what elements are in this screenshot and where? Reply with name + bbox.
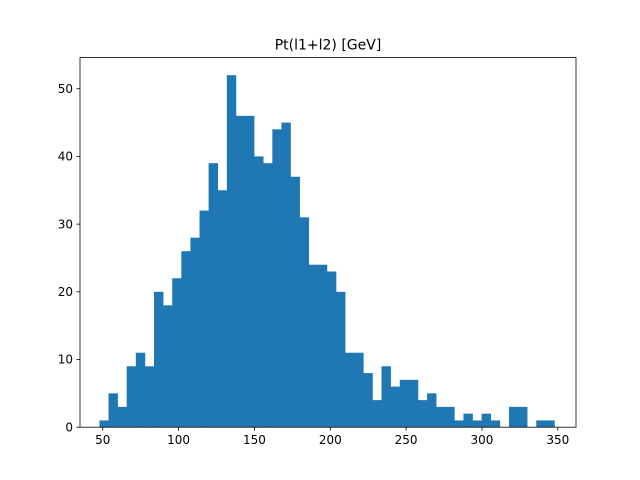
histogram-bar [272, 129, 282, 428]
x-tick-label: 250 [395, 433, 418, 447]
histogram-bar [518, 406, 528, 428]
histogram-bar [163, 305, 173, 428]
y-axis: 0 10 20 30 40 50 [58, 82, 80, 434]
histogram-bar [454, 420, 464, 428]
histogram-bar [263, 163, 273, 428]
histogram-bar [417, 400, 428, 428]
histogram-bar [208, 163, 219, 428]
histogram-bar [290, 176, 300, 428]
histogram-bar [99, 420, 109, 428]
histogram-bar [235, 115, 246, 428]
histogram-bar [381, 366, 391, 428]
histogram-bar [126, 366, 137, 428]
histogram-bar [427, 393, 437, 428]
y-tick-label: 40 [58, 150, 73, 164]
histogram-bar [117, 406, 128, 428]
histogram-bar [536, 420, 546, 428]
x-tick-label: 150 [243, 433, 266, 447]
histogram-bar [199, 210, 209, 428]
x-tick-label: 100 [167, 433, 190, 447]
histogram-bar [508, 406, 519, 428]
x-tick-label: 200 [319, 433, 342, 447]
y-tick-label: 0 [65, 420, 73, 434]
histogram-bar [481, 413, 492, 428]
histogram-bar [372, 400, 382, 428]
histogram-bar [408, 379, 419, 428]
y-tick-label: 30 [58, 217, 73, 231]
histogram-bar [245, 115, 255, 428]
histogram-bar [317, 264, 328, 428]
histogram-bar [354, 352, 364, 428]
histogram-bar [445, 406, 455, 428]
x-tick-label: 350 [546, 433, 569, 447]
histogram-bar [308, 264, 319, 428]
plot-frame [79, 57, 577, 428]
histogram-bar [154, 291, 164, 428]
histogram-bar [144, 366, 155, 428]
x-tick-label: 300 [471, 433, 494, 447]
histogram-bar [181, 251, 191, 428]
histogram-bar [226, 75, 237, 428]
histogram-bar [490, 420, 501, 428]
y-tick-label: 10 [58, 353, 73, 367]
histogram-bars [99, 75, 555, 428]
x-axis: 50 100 150 200 250 300 350 [95, 427, 569, 447]
histogram-bar [254, 156, 264, 428]
histogram-bar [363, 373, 373, 428]
histogram-bar [545, 420, 555, 428]
histogram-bar [281, 122, 291, 428]
histogram-bar [436, 406, 446, 428]
x-tick-label: 50 [95, 433, 110, 447]
histogram-bar [463, 413, 473, 428]
y-tick-label: 50 [58, 82, 73, 96]
histogram-bar [135, 352, 146, 428]
histogram-bar [299, 217, 310, 428]
histogram-bar [472, 420, 482, 428]
histogram-bar [172, 278, 182, 428]
chart-title: Pt(l1+l2) [GeV] [275, 38, 382, 54]
histogram-bar [190, 237, 200, 428]
histogram-bar [326, 271, 337, 428]
histogram-bar [399, 379, 410, 428]
y-tick-label: 20 [58, 285, 73, 299]
histogram-bar [345, 352, 355, 428]
histogram-bar [108, 393, 118, 428]
histogram-bar [336, 291, 346, 428]
histogram-bar [390, 386, 401, 428]
histogram-bar [217, 190, 228, 428]
